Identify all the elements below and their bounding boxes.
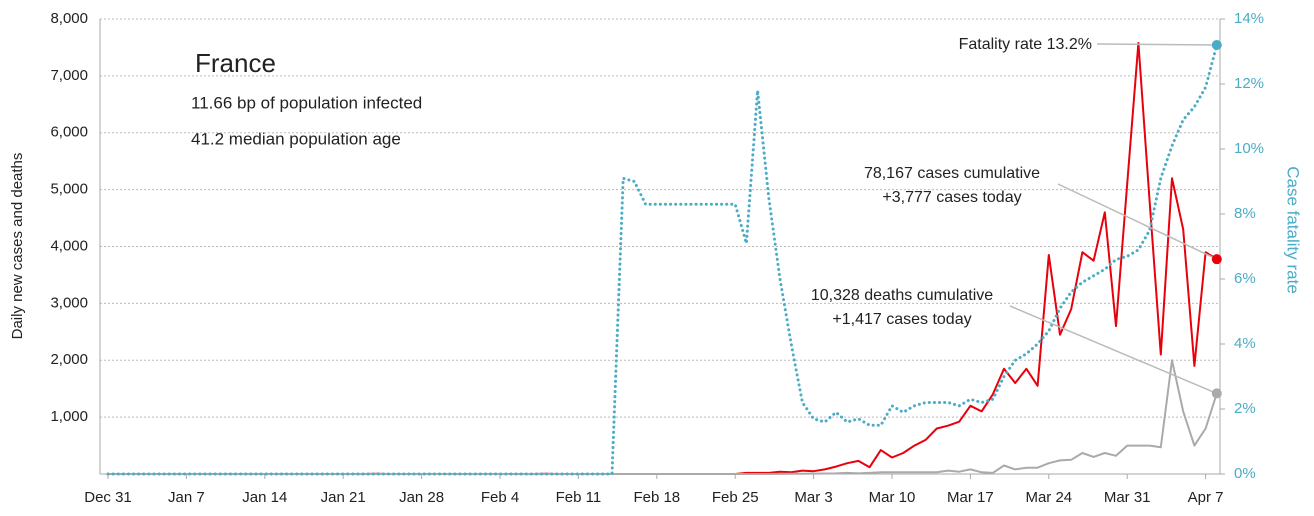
y2-tick-label: 12% [1234, 75, 1264, 92]
y2-tick-label: 14% [1234, 10, 1264, 27]
x-tick-label: Mar 10 [869, 489, 916, 506]
x-tick-label: Jan 7 [168, 489, 205, 506]
y-tick-label: 2,000 [50, 351, 88, 368]
y-tick-label: 1,000 [50, 408, 88, 425]
leader-line [1057, 183, 1218, 260]
leader-line [1009, 305, 1218, 395]
x-tick-label: Apr 7 [1188, 489, 1224, 506]
leader-line [1096, 43, 1217, 46]
chart-title: France [195, 48, 276, 78]
y2-tick-label: 8% [1234, 205, 1256, 222]
x-tick-label: Jan 28 [399, 489, 444, 506]
y2-tick-label: 2% [1234, 400, 1256, 417]
y-tick-label: 4,000 [50, 237, 88, 254]
subtitle: 41.2 median population age [191, 129, 401, 148]
y2-axis-label: Case fatality rate [1284, 166, 1303, 294]
y-tick-label: 5,000 [50, 181, 88, 198]
end-marker [1211, 388, 1222, 399]
y2-tick-label: 0% [1234, 465, 1256, 482]
x-tick-label: Mar 24 [1025, 489, 1072, 506]
x-tick-label: Feb 4 [481, 489, 519, 506]
x-tick-label: Feb 11 [556, 489, 602, 506]
x-tick-label: Mar 17 [947, 489, 994, 506]
series-line [106, 43, 1219, 476]
x-tick-label: Jan 14 [242, 489, 287, 506]
end-marker [1211, 254, 1222, 265]
annotation: 10,328 deaths cumulative [811, 287, 993, 304]
y-tick-label: 7,000 [50, 67, 88, 84]
x-tick-label: Feb 18 [633, 489, 680, 506]
subtitle: 11.66 bp of population infected [191, 93, 422, 112]
y-tick-label: 6,000 [50, 124, 88, 141]
y-axis-label: Daily new cases and deaths [9, 153, 26, 340]
annotation: 78,167 cases cumulative [864, 165, 1040, 182]
annotation: Fatality rate 13.2% [959, 36, 1092, 53]
y2-tick-label: 4% [1234, 335, 1256, 352]
x-tick-label: Dec 31 [84, 489, 132, 506]
x-tick-label: Feb 25 [712, 489, 759, 506]
y2-tick-label: 6% [1234, 270, 1256, 287]
end-marker [1211, 40, 1222, 50]
x-tick-label: Jan 21 [321, 489, 366, 506]
y-tick-label: 3,000 [50, 294, 88, 311]
annotation: +1,417 cases today [832, 311, 971, 328]
x-tick-label: Mar 3 [794, 489, 832, 506]
x-tick-label: Mar 31 [1104, 489, 1151, 506]
series-line [108, 359, 1218, 475]
y-tick-label: 8,000 [50, 10, 88, 27]
annotation: +3,777 cases today [882, 189, 1021, 206]
y2-tick-label: 10% [1234, 140, 1264, 157]
